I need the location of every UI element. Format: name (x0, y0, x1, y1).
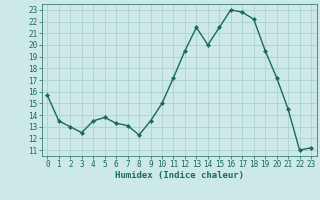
X-axis label: Humidex (Indice chaleur): Humidex (Indice chaleur) (115, 171, 244, 180)
